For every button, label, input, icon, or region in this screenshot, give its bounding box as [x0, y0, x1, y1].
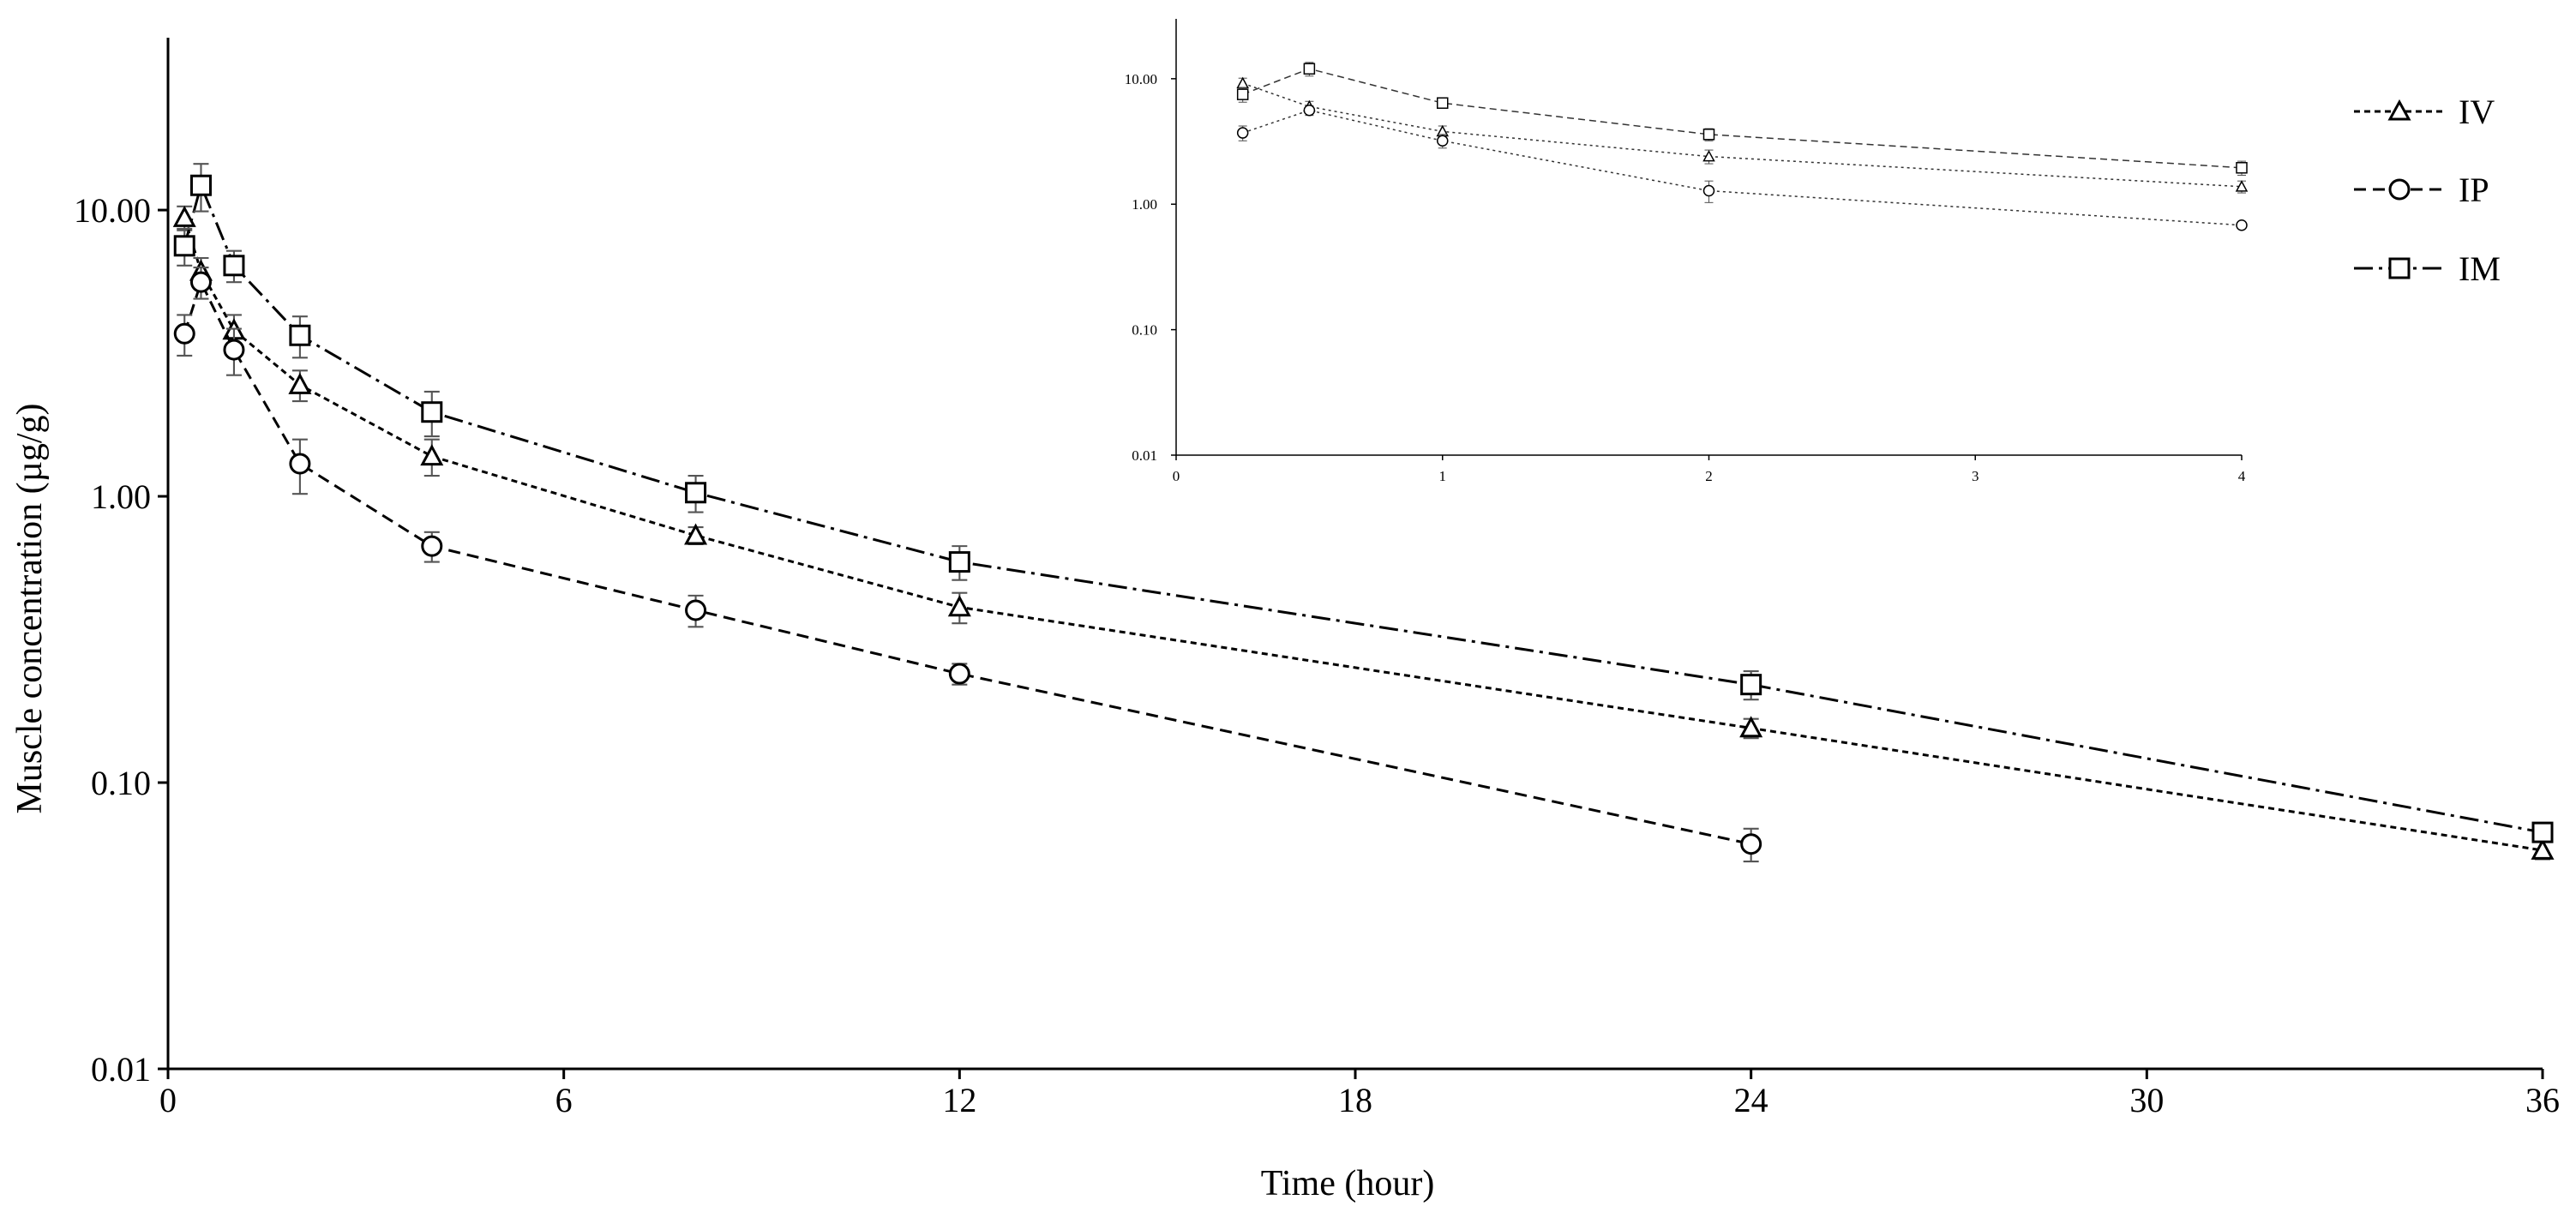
- legend-item-iv: IV: [2354, 93, 2495, 131]
- main-line-ip: [183, 279, 1751, 846]
- marker-circle-ip-5: [685, 599, 707, 621]
- inset-x-tick-label: 0: [1173, 468, 1180, 484]
- inset-y-tick-label: 0.01: [1132, 447, 1157, 464]
- main-series-iv: [172, 205, 2555, 861]
- inset-y-tick-label: 0.10: [1132, 322, 1157, 339]
- inset-x-tick-label: 4: [2238, 468, 2246, 484]
- legend-label-iv: IV: [2459, 93, 2495, 131]
- main-y-tick-label: 0.10: [91, 764, 151, 802]
- inset-series-ip: [1236, 104, 2248, 231]
- main-x-tick-label: 12: [942, 1081, 976, 1119]
- inset-line-ip: [1242, 109, 2243, 226]
- marker-square-im-1: [1303, 63, 1316, 75]
- circle-icon: [2388, 178, 2411, 201]
- marker-triangle-iv-0: [172, 205, 196, 227]
- marker-triangle-iv-5: [684, 523, 708, 545]
- marker-square-im-4: [2236, 162, 2248, 174]
- main-x-tick-label: 30: [2129, 1081, 2164, 1119]
- marker-triangle-iv-7: [1739, 716, 1763, 738]
- main-line-iv: [183, 217, 2543, 852]
- marker-triangle-iv-4: [420, 444, 444, 466]
- marker-triangle-iv-8: [2531, 837, 2555, 860]
- main-series-im: [173, 163, 2554, 843]
- main-x-tick-label: 18: [1338, 1081, 1372, 1119]
- legend-item-im: IM: [2354, 249, 2501, 288]
- main-y-tick-label: 1.00: [91, 477, 151, 516]
- triangle-icon: [2387, 99, 2411, 121]
- marker-square-im-0: [173, 235, 195, 257]
- legend-item-ip: IP: [2354, 171, 2489, 209]
- inset-chart: 0.01 0.10 1.00 10.00 0 1 2 3 4: [1125, 19, 2249, 484]
- marker-circle-ip-1: [1303, 104, 1316, 117]
- main-x-tick-label: 0: [159, 1081, 177, 1119]
- marker-triangle-iv-4: [2235, 180, 2249, 192]
- main-series-ip: [173, 267, 1762, 863]
- main-x-tick-label: 24: [1734, 1081, 1768, 1119]
- marker-circle-ip-3: [289, 453, 311, 475]
- marker-square-im-5: [685, 482, 707, 504]
- y-axis-title: Muscle concentration (µg/g): [10, 403, 50, 813]
- inset-line-im: [1242, 68, 2243, 169]
- marker-square-im-1: [189, 174, 212, 196]
- marker-square-im-8: [2531, 821, 2554, 843]
- inset-x-tick-label: 3: [1972, 468, 1979, 484]
- inset-x-tick-label: 1: [1439, 468, 1447, 484]
- marker-circle-ip-7: [1740, 833, 1762, 855]
- marker-square-im-3: [289, 324, 311, 346]
- marker-square-im-2: [223, 255, 245, 277]
- legend-label-im: IM: [2459, 249, 2501, 288]
- marker-triangle-iv-0: [1236, 76, 1249, 88]
- marker-triangle-iv-6: [947, 595, 971, 617]
- marker-circle-ip-0: [173, 322, 195, 345]
- marker-circle-ip-2: [223, 339, 245, 361]
- marker-circle-ip-6: [948, 663, 970, 685]
- main-line-im: [183, 181, 2543, 834]
- main-y-tick-label: 0.01: [91, 1050, 151, 1089]
- inset-x-tick-label: 2: [1705, 468, 1713, 484]
- marker-square-im-6: [948, 551, 970, 573]
- marker-square-im-4: [421, 401, 443, 423]
- inset-y-tick-label: 10.00: [1125, 71, 1157, 87]
- main-x-tick-label: 36: [2525, 1081, 2560, 1119]
- marker-triangle-iv-3: [288, 372, 312, 394]
- legend: IV IP IM: [2354, 93, 2501, 288]
- marker-circle-ip-4: [421, 535, 443, 557]
- marker-circle-ip-3: [1702, 184, 1715, 197]
- inset-series-iv: [1236, 76, 2249, 194]
- marker-triangle-iv-3: [1702, 149, 1715, 162]
- inset-y-tick-label: 1.00: [1132, 196, 1157, 213]
- inset-series-im: [1236, 62, 2248, 177]
- marker-square-im-7: [1740, 674, 1762, 696]
- marker-circle-ip-0: [1236, 127, 1249, 139]
- main-y-tick-label: 10.00: [74, 191, 151, 230]
- inset-line-iv: [1242, 82, 2243, 188]
- marker-circle-ip-2: [1437, 135, 1449, 147]
- square-icon: [2388, 257, 2411, 279]
- marker-square-im-2: [1437, 97, 1449, 109]
- marker-circle-ip-1: [189, 271, 212, 293]
- marker-circle-ip-4: [2236, 219, 2248, 231]
- legend-label-ip: IP: [2459, 171, 2489, 209]
- marker-square-im-0: [1236, 88, 1249, 100]
- x-axis-title: Time (hour): [1261, 1164, 1435, 1203]
- marker-square-im-3: [1702, 129, 1715, 141]
- main-x-tick-label: 6: [555, 1081, 573, 1119]
